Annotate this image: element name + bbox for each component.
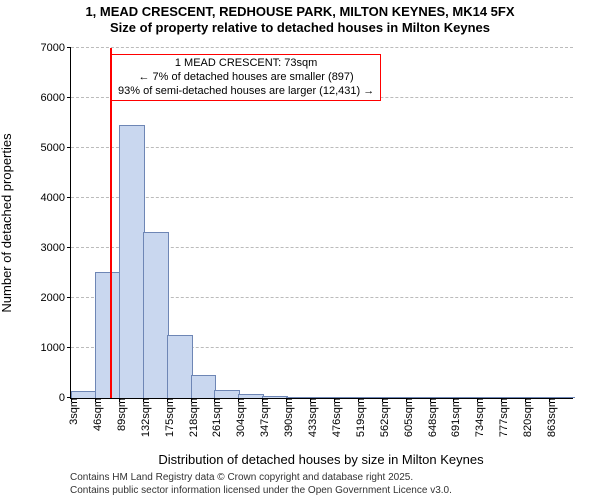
plot-area: 01000200030004000500060007000 1 MEAD CRE…: [70, 48, 573, 399]
footer-line-2: Contains public sector information licen…: [70, 485, 600, 498]
x-tick-label: 175sqm: [158, 398, 176, 437]
y-tick-label: 1000: [41, 342, 71, 354]
y-tick-label: 5000: [41, 142, 71, 154]
attribution-footer: Contains HM Land Registry data © Crown c…: [70, 472, 600, 497]
x-tick-label: 648sqm: [421, 398, 439, 437]
property-callout: 1 MEAD CRESCENT: 73sqm ← 7% of detached …: [111, 54, 381, 101]
x-tick-label: 304sqm: [229, 398, 247, 437]
x-tick-label: 89sqm: [110, 398, 128, 431]
gridline: [71, 147, 573, 148]
x-tick-label: 433sqm: [301, 398, 319, 437]
histogram-bar: [191, 375, 217, 399]
x-tick-label: 132sqm: [134, 398, 152, 437]
x-tick-label: 390sqm: [277, 398, 295, 437]
callout-line-2: ← 7% of detached houses are smaller (897…: [118, 71, 374, 85]
y-tick-label: 3000: [41, 242, 71, 254]
x-tick-label: 519sqm: [349, 398, 367, 437]
chart-title: 1, MEAD CRESCENT, REDHOUSE PARK, MILTON …: [0, 4, 600, 20]
x-axis-label: Distribution of detached houses by size …: [70, 452, 572, 467]
x-tick-label: 691sqm: [444, 398, 462, 437]
histogram-bar: [95, 272, 121, 398]
gridline: [71, 197, 573, 198]
histogram-bar: [143, 232, 169, 398]
callout-line-3: 93% of semi-detached houses are larger (…: [118, 85, 374, 99]
histogram-bar: [119, 125, 145, 399]
x-tick-label: 777sqm: [492, 398, 510, 437]
x-tick-label: 820sqm: [516, 398, 534, 437]
x-tick-label: 261sqm: [205, 398, 223, 437]
y-tick-label: 2000: [41, 292, 71, 304]
x-tick-label: 46sqm: [86, 398, 104, 431]
property-size-histogram: 1, MEAD CRESCENT, REDHOUSE PARK, MILTON …: [0, 4, 600, 500]
y-tick-label: 7000: [41, 42, 71, 54]
y-tick-label: 4000: [41, 192, 71, 204]
x-tick-label: 3sqm: [62, 398, 80, 425]
x-tick-label: 562sqm: [373, 398, 391, 437]
callout-line-1: 1 MEAD CRESCENT: 73sqm: [118, 57, 374, 71]
x-tick-label: 218sqm: [182, 398, 200, 437]
y-axis-label: Number of detached properties: [0, 133, 14, 312]
x-tick-label: 347sqm: [253, 398, 271, 437]
histogram-bar: [167, 335, 193, 399]
chart-subtitle: Size of property relative to detached ho…: [0, 20, 600, 36]
x-tick-label: 734sqm: [468, 398, 486, 437]
x-tick-label: 863sqm: [540, 398, 558, 437]
gridline: [71, 47, 573, 48]
y-tick-label: 6000: [41, 92, 71, 104]
histogram-bar: [71, 391, 97, 398]
x-tick-label: 605sqm: [397, 398, 415, 437]
footer-line-1: Contains HM Land Registry data © Crown c…: [70, 472, 600, 485]
histogram-bar: [214, 390, 240, 399]
x-tick-label: 476sqm: [325, 398, 343, 437]
